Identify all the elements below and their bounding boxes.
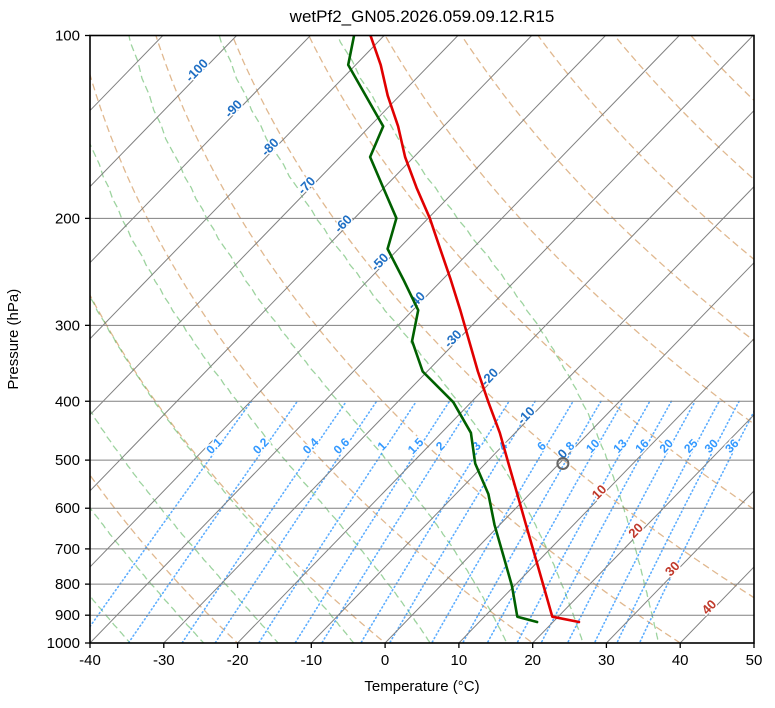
svg-text:700: 700	[55, 541, 80, 558]
svg-text:Pressure (hPa): Pressure (hPa)	[5, 289, 22, 390]
svg-text:-30: -30	[153, 652, 175, 669]
svg-text:10: 10	[451, 652, 468, 669]
svg-text:40: 40	[672, 652, 689, 669]
svg-text:50: 50	[746, 652, 763, 669]
svg-text:1000: 1000	[47, 635, 80, 652]
svg-text:500: 500	[55, 452, 80, 469]
svg-text:100: 100	[55, 28, 80, 45]
svg-text:20: 20	[524, 652, 541, 669]
svg-text:400: 400	[55, 393, 80, 410]
svg-text:-10: -10	[300, 652, 322, 669]
svg-text:wetPf2_GN05.2026.059.09.12.R15: wetPf2_GN05.2026.059.09.12.R15	[289, 7, 555, 26]
svg-text:-20: -20	[227, 652, 249, 669]
svg-text:900: 900	[55, 607, 80, 624]
svg-text:-40: -40	[79, 652, 101, 669]
svg-text:Temperature (°C): Temperature (°C)	[364, 678, 479, 695]
svg-text:300: 300	[55, 317, 80, 334]
svg-text:200: 200	[55, 210, 80, 227]
svg-text:0: 0	[381, 652, 389, 669]
svg-text:600: 600	[55, 500, 80, 517]
svg-text:800: 800	[55, 576, 80, 593]
svg-text:30: 30	[598, 652, 615, 669]
